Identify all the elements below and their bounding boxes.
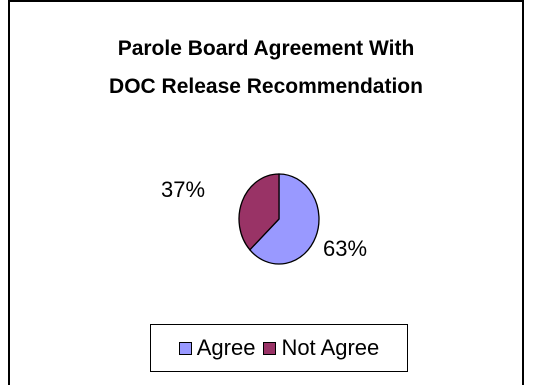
chart-frame: Parole Board Agreement With DOC Release … [8, 0, 524, 385]
pie-slice-agree [248, 173, 320, 265]
legend: Agree Not Agree [150, 324, 408, 372]
legend-entry-agree: Agree [178, 335, 256, 361]
legend-label-not-agree: Not Agree [281, 335, 380, 360]
chart-title-line-1: Parole Board Agreement With [117, 37, 415, 60]
chart-title: Parole Board Agreement With DOC Release … [10, 30, 522, 106]
legend-label-agree: Agree [196, 335, 256, 360]
legend-entry-not-agree: Not Agree [263, 335, 379, 361]
chart-title-line-2: DOC Release Recommendation [109, 75, 423, 98]
data-label-agree: 63% [323, 236, 367, 261]
legend-swatch-not-agree [263, 341, 277, 355]
pie-chart: 37% 63% [161, 173, 367, 265]
pie-slice-not-agree [238, 173, 280, 251]
data-label-not-agree: 37% [161, 177, 205, 202]
legend-swatch-agree [178, 341, 192, 355]
